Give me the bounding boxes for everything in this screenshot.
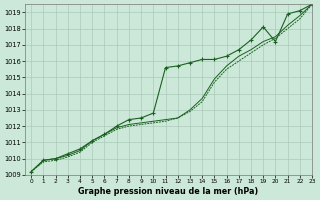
X-axis label: Graphe pression niveau de la mer (hPa): Graphe pression niveau de la mer (hPa) (78, 187, 259, 196)
